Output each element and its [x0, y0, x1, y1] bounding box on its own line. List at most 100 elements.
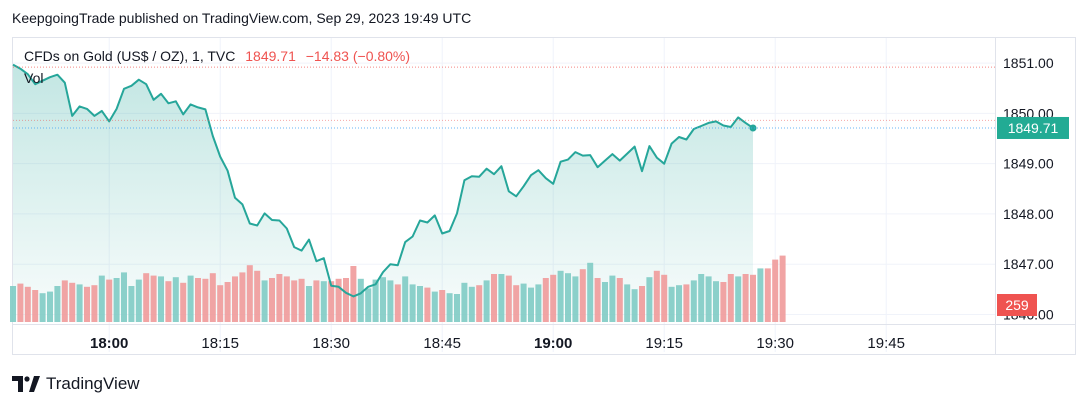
volume-bar: [713, 281, 719, 322]
volume-bar: [283, 276, 290, 322]
volume-bar: [306, 286, 312, 322]
volume-bar: [750, 274, 756, 322]
volume-bar: [402, 276, 409, 322]
volume-bar: [320, 281, 327, 322]
volume-bar: [10, 286, 16, 322]
volume-bar: [528, 287, 534, 322]
volume-legend[interactable]: Vol: [24, 70, 44, 86]
volume-bar: [298, 278, 305, 322]
volume-bar: [380, 277, 386, 322]
time-axis-label: 18:00: [90, 335, 128, 352]
volume-bar: [365, 288, 372, 322]
volume-bar: [609, 275, 616, 322]
last-volume-tag-label: 259: [1005, 297, 1029, 313]
volume-bar: [550, 274, 557, 322]
publisher-line: KeepgoingTrade published on TradingView.…: [12, 10, 472, 26]
volume-bar: [357, 278, 364, 322]
volume-bar: [616, 278, 623, 322]
volume-bar: [409, 284, 416, 322]
volume-bar: [698, 274, 705, 322]
volume-bar: [587, 262, 594, 322]
volume-bar: [172, 277, 179, 322]
price-axis-label: 1849.00: [1003, 156, 1054, 172]
volume-bar: [313, 280, 320, 322]
volume-bar: [291, 280, 298, 322]
volume-bar: [232, 276, 238, 322]
volume-bar: [668, 286, 675, 322]
volume-bar: [727, 274, 734, 322]
volume-bar: [483, 280, 490, 322]
volume-bar: [572, 276, 579, 322]
volume-bar: [84, 286, 90, 322]
tradingview-brand[interactable]: TradingView: [12, 374, 140, 394]
volume-bar: [461, 282, 468, 322]
volume-bar: [113, 278, 120, 322]
volume-bar: [424, 287, 431, 322]
volume-bar: [676, 285, 682, 322]
volume-bar: [705, 276, 712, 322]
volume-bar: [624, 284, 631, 322]
volume-bar: [653, 270, 660, 322]
time-axis-label: 19:00: [534, 335, 572, 352]
volume-bar: [535, 284, 542, 322]
volume-bar: [394, 284, 401, 322]
volume-bar: [261, 280, 268, 322]
volume-bar: [735, 276, 742, 322]
price-area-fill: [13, 64, 753, 322]
volume-bar: [135, 279, 142, 322]
last-price-value: 1849.71: [245, 48, 296, 64]
volume-bar: [454, 294, 460, 322]
volume-bar: [720, 282, 727, 322]
time-axis-label: 19:30: [756, 335, 794, 352]
volume-bar: [431, 291, 438, 322]
volume-bar: [202, 278, 209, 322]
time-axis-label: 18:15: [201, 335, 239, 352]
volume-bar: [276, 274, 283, 322]
volume-bar: [446, 293, 453, 322]
volume-bar: [387, 280, 394, 322]
last-price-tag: [997, 116, 1069, 139]
volume-bar: [742, 274, 749, 322]
volume-bar: [498, 274, 505, 322]
volume-bar: [646, 277, 653, 322]
volume-bar: [165, 281, 172, 322]
volume-bar: [224, 282, 231, 322]
volume-bar: [32, 290, 39, 322]
price-axis-label: 1848.00: [1003, 206, 1054, 222]
chart-frame[interactable]: [12, 37, 1076, 355]
volume-bar: [143, 273, 150, 322]
time-axis-label: 19:45: [867, 335, 905, 352]
volume-bar: [61, 280, 68, 322]
symbol-name: CFDs on Gold (US$ / OZ), 1, TVC: [24, 48, 236, 64]
volume-bar: [631, 289, 638, 322]
last-price-dot: [749, 124, 757, 132]
volume-bar: [505, 275, 512, 322]
time-axis-label: 18:45: [423, 335, 461, 352]
price-axis-label: 1847.00: [1003, 256, 1054, 272]
volume-bar: [254, 270, 261, 322]
symbol-legend[interactable]: CFDs on Gold (US$ / OZ), 1, TVC 1849.71 …: [24, 48, 410, 64]
volume-bar: [565, 273, 571, 322]
volume-bar: [106, 279, 113, 322]
volume-bar: [513, 285, 520, 322]
volume-bar: [772, 259, 779, 322]
volume-bar: [491, 274, 497, 322]
last-volume-tag: [997, 294, 1037, 316]
volume-bar: [187, 275, 194, 322]
volume-bar: [764, 268, 771, 322]
volume-bar: [476, 285, 483, 322]
volume-bar: [47, 291, 53, 322]
volume-bar: [98, 275, 105, 322]
volume-bar: [195, 278, 201, 322]
volume-bar: [639, 286, 645, 322]
volume-bar: [39, 293, 46, 322]
volume-bar: [372, 279, 379, 322]
volume-bar: [209, 273, 216, 322]
volume-bar: [180, 282, 187, 322]
volume-bar: [661, 274, 668, 322]
volume-bar: [542, 278, 549, 322]
volume-bar: [158, 276, 164, 322]
volume-bar: [335, 278, 342, 322]
tradingview-logo-icon: [12, 376, 40, 392]
